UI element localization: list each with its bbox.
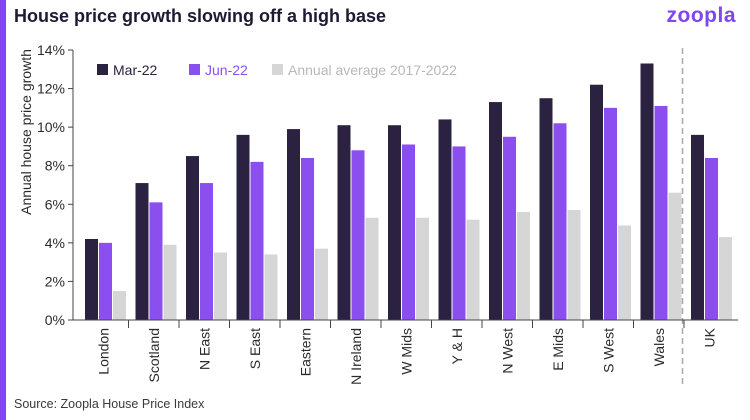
bar-mar-22 xyxy=(186,156,199,320)
category-group xyxy=(640,63,682,320)
category-group xyxy=(691,134,732,320)
bar-annual-average-2017-2022 xyxy=(264,254,278,320)
x-axis: London Scotland N East S East Eastern N Irela… xyxy=(73,319,738,385)
legend-label: Mar-22 xyxy=(113,62,158,78)
bar-mar-22 xyxy=(85,239,98,320)
bar-mar-22 xyxy=(590,84,603,320)
x-tick-label: Eastern xyxy=(297,328,313,376)
x-tick-label: N East xyxy=(196,328,212,370)
bar-jun-22 xyxy=(351,150,365,320)
source-note: Source: Zoopla House Price Index xyxy=(14,397,205,411)
bar-annual-average-2017-2022 xyxy=(365,217,379,320)
bar-annual-average-2017-2022 xyxy=(113,291,126,320)
x-tick-label: W Mids xyxy=(398,328,414,375)
bar-jun-22 xyxy=(553,123,567,321)
bar-mar-22 xyxy=(135,183,149,320)
bar-jun-22 xyxy=(99,242,112,320)
category-group xyxy=(85,239,126,320)
bar-annual-average-2017-2022 xyxy=(315,248,328,320)
legend-swatch xyxy=(272,64,283,75)
category-group xyxy=(236,134,278,320)
x-tick-label: Scotland xyxy=(146,328,162,382)
bar-mar-22 xyxy=(539,98,553,320)
bar-mar-22 xyxy=(438,119,452,320)
y-tick-label: 6% xyxy=(45,196,65,212)
x-tick-label: S East xyxy=(247,328,263,369)
y-tick-label: 10% xyxy=(37,119,65,135)
x-tick-label: E Mids xyxy=(550,328,566,371)
y-tick-label: 14% xyxy=(37,42,65,58)
legend-swatch xyxy=(97,64,108,75)
category-group xyxy=(539,98,581,321)
bar-annual-average-2017-2022 xyxy=(719,237,732,320)
category-group xyxy=(489,102,530,320)
bar-mar-22 xyxy=(691,134,704,320)
legend-item: Jun-22 xyxy=(189,62,248,78)
legend-label: Annual average 2017-2022 xyxy=(288,62,457,78)
legend-label: Jun-22 xyxy=(205,62,248,78)
x-tick-label: UK xyxy=(701,327,717,347)
legend: Mar-22 Jun-22 Annual average 2017-2022 xyxy=(97,62,457,78)
zoopla-logo: zoopla xyxy=(666,4,736,27)
accent-bar xyxy=(0,0,6,420)
bar-annual-average-2017-2022 xyxy=(466,219,480,320)
bar-mar-22 xyxy=(236,134,250,320)
bar-jun-22 xyxy=(604,107,617,320)
x-tick-label: Y & H xyxy=(449,328,465,364)
bar-jun-22 xyxy=(654,105,668,320)
bar-jun-22 xyxy=(301,158,314,320)
y-axis-label: Annual house price growth xyxy=(18,49,34,215)
x-tick-label: London xyxy=(95,328,111,375)
x-tick-label: N West xyxy=(499,328,515,374)
bar-annual-average-2017-2022 xyxy=(416,217,429,320)
bar-annual-average-2017-2022 xyxy=(163,244,177,320)
chart-title: House price growth slowing off a high ba… xyxy=(14,6,387,26)
y-tick-label: 0% xyxy=(45,312,65,328)
bar-annual-average-2017-2022 xyxy=(214,252,227,320)
bar-mar-22 xyxy=(287,129,300,320)
category-group xyxy=(337,125,379,320)
bar-jun-22 xyxy=(705,158,718,320)
bar-mar-22 xyxy=(388,125,401,320)
y-tick-label: 4% xyxy=(45,235,65,251)
category-group xyxy=(186,156,227,320)
category-group xyxy=(388,125,429,320)
x-tick-label: N Ireland xyxy=(348,328,364,385)
category-group xyxy=(135,183,177,320)
legend-item: Mar-22 xyxy=(97,62,158,78)
legend-swatch xyxy=(189,64,200,75)
y-tick-label: 2% xyxy=(45,273,65,289)
bar-jun-22 xyxy=(503,136,516,320)
bar-mar-22 xyxy=(337,125,351,320)
bars xyxy=(85,48,732,388)
category-group xyxy=(590,84,631,320)
bar-jun-22 xyxy=(149,202,163,320)
x-tick-label: Wales xyxy=(651,328,667,366)
y-tick-label: 8% xyxy=(45,158,65,174)
bar-mar-22 xyxy=(640,63,654,320)
x-tick-label: S West xyxy=(600,328,616,373)
category-group xyxy=(287,129,328,320)
bar-annual-average-2017-2022 xyxy=(517,212,530,320)
bar-annual-average-2017-2022 xyxy=(668,192,682,320)
y-axis: 0% 2% 4% 6% 8% 10% 12% 14% xyxy=(37,42,74,328)
bar-jun-22 xyxy=(200,183,213,320)
y-tick-label: 12% xyxy=(37,81,65,97)
legend-item: Annual average 2017-2022 xyxy=(272,62,457,78)
category-group xyxy=(438,119,480,320)
bar-jun-22 xyxy=(250,161,264,320)
bar-mar-22 xyxy=(489,102,502,320)
bar-annual-average-2017-2022 xyxy=(567,210,581,320)
bar-annual-average-2017-2022 xyxy=(618,225,631,320)
bar-jun-22 xyxy=(402,144,415,320)
bar-jun-22 xyxy=(452,146,466,320)
